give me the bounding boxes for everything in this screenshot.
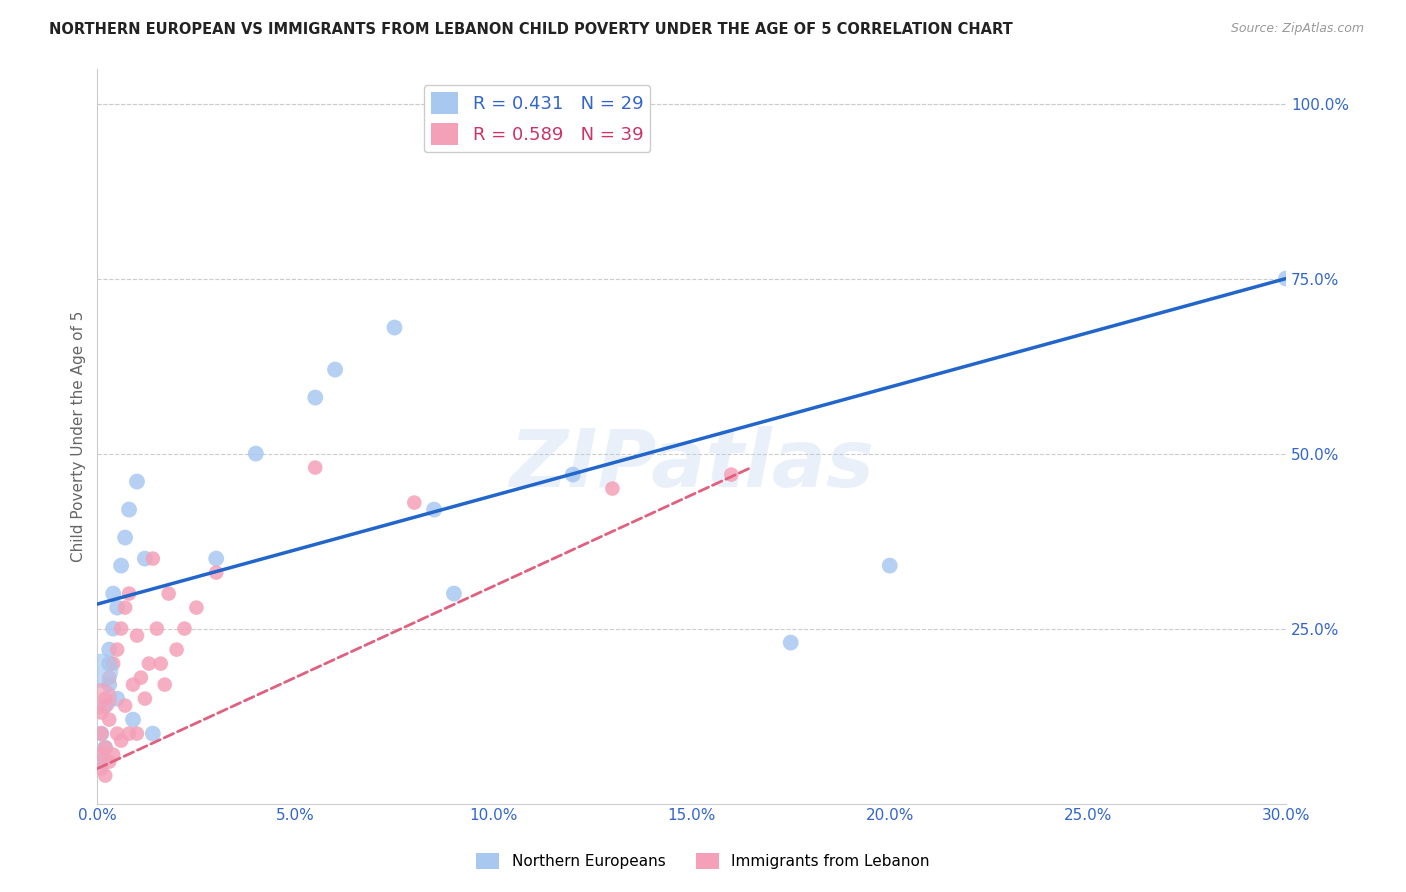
Point (90, 755, 112, 769)
Point (134, 551, 156, 566)
Point (103, 657, 125, 671)
Point (125, 726, 148, 740)
Text: NORTHERN EUROPEAN VS IMMIGRANTS FROM LEBANON CHILD POVERTY UNDER THE AGE OF 5 CO: NORTHERN EUROPEAN VS IMMIGRANTS FROM LEB… (49, 22, 1012, 37)
Point (879, 558, 901, 573)
Point (423, 502, 446, 516)
Point (103, 586, 125, 600)
Point (98, 677, 121, 691)
Point (90, 706, 112, 720)
Point (134, 691, 156, 706)
Point (1275, 271, 1298, 285)
Point (110, 733, 132, 747)
Point (98, 755, 121, 769)
Point (94, 769, 117, 783)
Point (153, 677, 176, 691)
Point (443, 586, 465, 600)
Point (118, 586, 141, 600)
Point (94, 740, 117, 755)
Point (245, 446, 267, 460)
Point (90, 664, 112, 678)
Point (110, 622, 132, 636)
Point (122, 677, 145, 691)
Point (105, 600, 128, 615)
Point (142, 726, 165, 740)
Point (186, 600, 208, 615)
Point (205, 566, 228, 580)
Y-axis label: Child Poverty Under the Age of 5: Child Poverty Under the Age of 5 (72, 310, 86, 562)
Point (114, 698, 136, 713)
Point (105, 726, 128, 740)
Point (98, 713, 121, 727)
Point (138, 657, 160, 671)
Point (173, 622, 195, 636)
Point (720, 467, 742, 482)
Point (149, 657, 172, 671)
Point (146, 622, 169, 636)
Point (98, 657, 121, 671)
Legend: Northern Europeans, Immigrants from Lebanon: Northern Europeans, Immigrants from Leba… (471, 847, 935, 875)
Point (125, 475, 148, 489)
Point (779, 635, 801, 649)
Point (94, 691, 117, 706)
Point (118, 726, 141, 740)
Point (90, 762, 112, 776)
Point (98, 671, 121, 685)
Point (118, 502, 141, 516)
Point (304, 391, 326, 405)
Point (205, 551, 228, 566)
Point (142, 551, 165, 566)
Point (114, 600, 136, 615)
Point (384, 320, 406, 334)
Point (105, 642, 128, 657)
Point (157, 586, 180, 600)
Point (90, 747, 112, 762)
Point (323, 362, 346, 376)
Point (125, 629, 148, 643)
Point (94, 698, 117, 713)
Point (103, 747, 125, 762)
Point (404, 495, 426, 509)
Point (561, 467, 583, 482)
Point (114, 531, 136, 545)
Point (90, 726, 112, 740)
Point (105, 691, 128, 706)
Point (129, 671, 152, 685)
Text: ZIPatlas: ZIPatlas (509, 426, 875, 505)
Point (602, 482, 624, 496)
Point (110, 558, 132, 573)
Point (166, 642, 188, 657)
Point (94, 740, 117, 755)
Text: Source: ZipAtlas.com: Source: ZipAtlas.com (1230, 22, 1364, 36)
Point (122, 713, 145, 727)
Point (103, 622, 125, 636)
Point (90, 726, 112, 740)
Point (98, 642, 121, 657)
Point (90, 691, 112, 706)
Legend: R = 0.431   N = 29, R = 0.589   N = 39: R = 0.431 N = 29, R = 0.589 N = 39 (423, 85, 651, 153)
Point (304, 460, 326, 475)
